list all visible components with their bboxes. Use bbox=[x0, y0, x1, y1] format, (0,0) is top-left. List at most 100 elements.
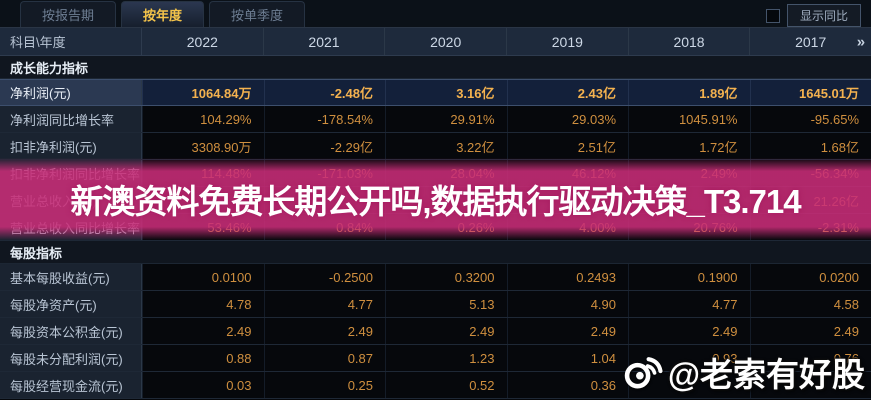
value-cell-2021 bbox=[263, 187, 385, 213]
yoy-controls: 显示同比 bbox=[765, 4, 861, 27]
value-cell-2018: 20.76% bbox=[628, 214, 750, 240]
section-label: 每股指标 bbox=[10, 245, 63, 261]
table-row[interactable]: 净利润(元) 1064.84万 -2.48亿 3.16亿 2.43亿 1.89亿 1645.… bbox=[0, 79, 871, 106]
value-cell-2020 bbox=[385, 187, 507, 213]
table-row[interactable]: 营业总收入同比增长率 53.46% 0.84% 0.26% 4.00% 20.76% -2.… bbox=[0, 214, 871, 241]
value-cell-2019: 1.04 bbox=[506, 345, 628, 371]
value-cell-2021: -178.54% bbox=[263, 106, 385, 132]
value-cell-2019: 2.49 bbox=[506, 318, 628, 344]
tab-0[interactable]: 按报告期 bbox=[20, 1, 117, 27]
value-cell-2020: 3.22亿 bbox=[385, 133, 507, 159]
section-header-row: 每股指标 bbox=[0, 241, 871, 264]
value-cell-2022: 0.88 bbox=[142, 345, 264, 371]
table-row[interactable]: 基本每股收益(元) 0.0100 -0.2500 0.3200 0.2493 0.1900… bbox=[0, 264, 871, 291]
row-label: 营业总收入(元) bbox=[0, 187, 142, 213]
value-cell-2019: 0.36 bbox=[506, 372, 628, 398]
section-header-row: 成长能力指标 bbox=[0, 56, 871, 79]
value-cell-2017: 21.26亿 bbox=[749, 187, 871, 213]
row-label: 每股净资产(元) bbox=[0, 291, 142, 317]
value-cell-2019: 0.2493 bbox=[506, 264, 628, 290]
value-cell-2018: 2.49% bbox=[628, 160, 750, 186]
value-cell-2017: 0.0200 bbox=[749, 264, 871, 290]
show-yoy-button[interactable]: 显示同比 bbox=[786, 4, 861, 27]
corner-header-cell: 科目\年度 bbox=[0, 28, 142, 55]
table-row[interactable]: 每股净资产(元) 4.78 4.77 5.13 4.90 4.77 4.58 bbox=[0, 291, 871, 318]
year-header-2017: 2017» bbox=[749, 28, 871, 55]
row-label: 每股资本公积金(元) bbox=[0, 318, 142, 344]
value-cell-2018: 2.49 bbox=[628, 318, 750, 344]
value-cell-2020: 0.26% bbox=[385, 214, 507, 240]
value-cell-2022: 2.49 bbox=[142, 318, 264, 344]
value-cell-2017: 1.68亿 bbox=[749, 133, 871, 159]
value-cell-2020: 3.16亿 bbox=[385, 80, 507, 105]
period-tabs: 按报告期 按年度 按单季度 bbox=[20, 0, 310, 27]
year-header-cells: 2022 2021 2020 2019 2018 2017» bbox=[142, 28, 871, 55]
value-cell-2019: 29.03% bbox=[506, 106, 628, 132]
value-cell-2021: 0.25 bbox=[263, 372, 385, 398]
value-cell-2018: 0.93 bbox=[628, 345, 750, 371]
value-cell-2020: 0.52 bbox=[385, 372, 507, 398]
table-row[interactable]: 每股资本公积金(元) 2.49 2.49 2.49 2.49 2.49 2.49 bbox=[0, 318, 871, 345]
table-body: 成长能力指标净利润(元) 1064.84万 -2.48亿 3.16亿 2.43亿 1.89… bbox=[0, 56, 871, 399]
section-label: 成长能力指标 bbox=[10, 60, 89, 76]
value-cell-2018 bbox=[628, 187, 750, 213]
show-yoy-checkbox[interactable] bbox=[765, 8, 780, 23]
tab-2[interactable]: 按单季度 bbox=[209, 1, 306, 27]
value-cell-2017: -2.31% bbox=[749, 214, 871, 240]
table-header-row: 科目\年度 2022 2021 2020 2019 2018 2017» bbox=[0, 28, 871, 56]
row-label: 每股未分配利润(元) bbox=[0, 345, 142, 371]
value-cell-2020: 0.3200 bbox=[385, 264, 507, 290]
row-label: 扣非净利润同比增长率 bbox=[0, 160, 142, 186]
value-cell-2020: 29.91% bbox=[385, 106, 507, 132]
more-years-icon[interactable]: » bbox=[856, 33, 866, 50]
value-cell-2017: -56.34% bbox=[749, 160, 871, 186]
value-cell-2022: 1064.84万 bbox=[142, 80, 264, 105]
value-cell-2022: 0.03 bbox=[142, 372, 264, 398]
value-cell-2020: 2.49 bbox=[385, 318, 507, 344]
value-cell-2022: 0.0100 bbox=[142, 264, 264, 290]
value-cell-2021: -2.29亿 bbox=[263, 133, 385, 159]
value-cell-2022: 114.48% bbox=[142, 160, 264, 186]
value-cell-2018: 4.77 bbox=[628, 291, 750, 317]
value-cell-2021: -0.2500 bbox=[263, 264, 385, 290]
value-cell-2021: -2.48亿 bbox=[263, 80, 385, 105]
table-row[interactable]: 每股未分配利润(元) 0.88 0.87 1.23 1.04 0.93 0.76 bbox=[0, 345, 871, 372]
value-cell-2018: 0.1900 bbox=[628, 264, 750, 290]
table-row[interactable]: 营业总收入(元) 21.26亿 bbox=[0, 187, 871, 214]
year-header-2020: 2020 bbox=[384, 28, 506, 55]
year-header-2019: 2019 bbox=[506, 28, 628, 55]
year-header-2022: 2022 bbox=[186, 33, 218, 50]
tab-1[interactable]: 按年度 bbox=[121, 1, 205, 27]
value-cell-2017: 2.49 bbox=[749, 318, 871, 344]
value-cell-2019: 4.00% bbox=[506, 214, 628, 240]
value-cell-2019: 2.43亿 bbox=[506, 80, 628, 105]
table-row[interactable]: 扣非净利润同比增长率 114.48% -171.03% 28.04% 46.12% 2.4… bbox=[0, 160, 871, 187]
period-tabbar: 按报告期 按年度 按单季度 显示同比 bbox=[0, 0, 871, 28]
value-cell-2018: 1045.91% bbox=[628, 106, 750, 132]
value-cell-2022 bbox=[142, 187, 264, 213]
table-row[interactable]: 净利润同比增长率 104.29% -178.54% 29.91% 29.03% 1045.… bbox=[0, 106, 871, 133]
value-cell-2020: 28.04% bbox=[385, 160, 507, 186]
row-label: 营业总收入同比增长率 bbox=[0, 214, 142, 240]
value-cell-2018 bbox=[628, 372, 750, 398]
value-cell-2022: 53.46% bbox=[142, 214, 264, 240]
value-cell-2020: 1.23 bbox=[385, 345, 507, 371]
value-cell-2021: 0.84% bbox=[263, 214, 385, 240]
table-row[interactable]: 扣非净利润(元) 3308.90万 -2.29亿 3.22亿 2.51亿 1.72亿 1.6… bbox=[0, 133, 871, 160]
value-cell-2019: 2.51亿 bbox=[506, 133, 628, 159]
value-cell-2019: 46.12% bbox=[506, 160, 628, 186]
year-header-2018: 2018 bbox=[627, 28, 750, 55]
value-cell-2019: 4.90 bbox=[506, 291, 628, 317]
value-cell-2017: -95.65% bbox=[749, 106, 871, 132]
row-label: 每股经营现金流(元) bbox=[0, 372, 142, 398]
table-row[interactable]: 每股经营现金流(元) 0.03 0.25 0.52 0.36 bbox=[0, 372, 871, 399]
value-cell-2019 bbox=[506, 187, 628, 213]
value-cell-2022: 104.29% bbox=[142, 106, 264, 132]
row-label: 净利润同比增长率 bbox=[0, 106, 142, 132]
value-cell-2017: 0.76 bbox=[749, 345, 871, 371]
row-label: 净利润(元) bbox=[0, 80, 142, 105]
row-label: 扣非净利润(元) bbox=[0, 133, 142, 159]
row-label: 基本每股收益(元) bbox=[0, 264, 142, 290]
value-cell-2022: 3308.90万 bbox=[142, 133, 264, 159]
